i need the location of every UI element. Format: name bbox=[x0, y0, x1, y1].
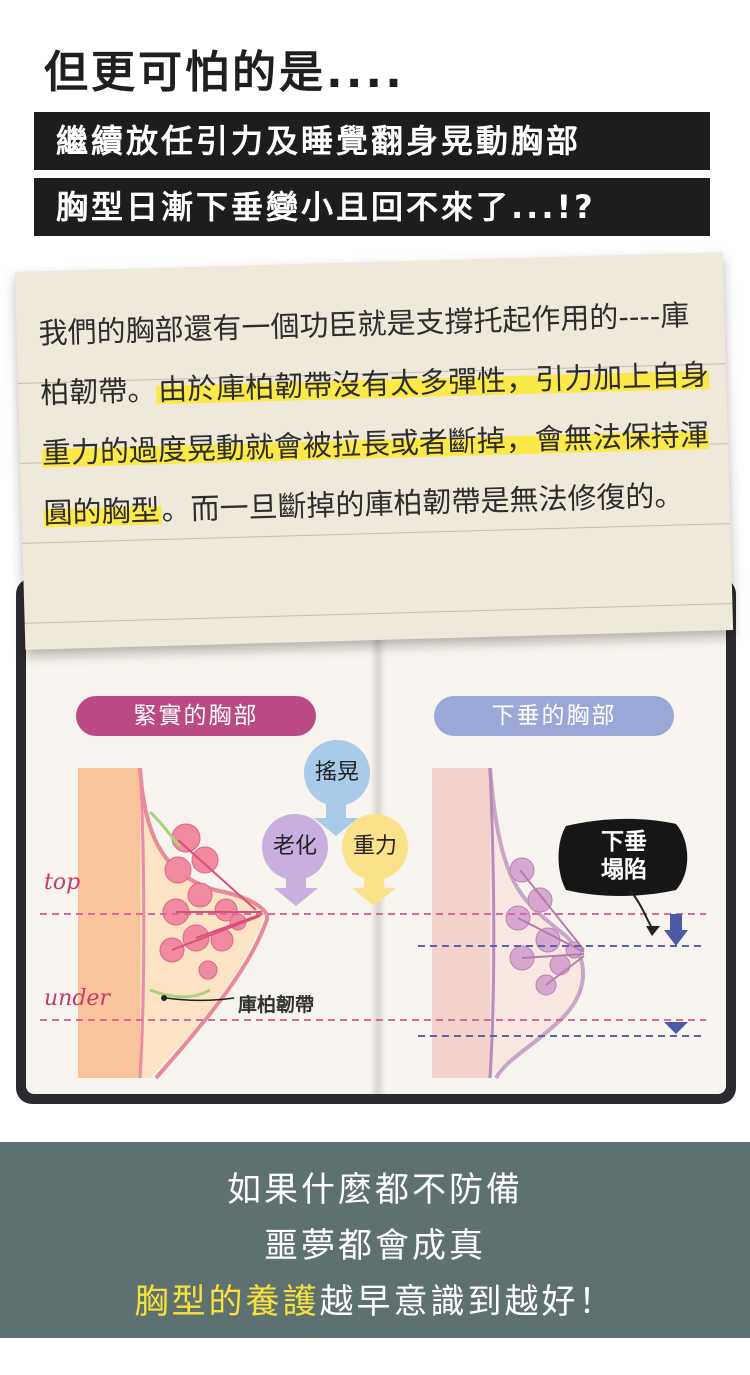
factor-shake-bubble: 搖晃 bbox=[304, 740, 370, 806]
top-line-label: top bbox=[44, 870, 81, 895]
sag-collapse-note: 下垂 塌陷 bbox=[572, 828, 676, 884]
ligament-label: 庫柏韌帶 bbox=[238, 994, 315, 1016]
factor-gravity-bubble: 重力 bbox=[342, 814, 408, 880]
ink-blob bbox=[558, 818, 688, 896]
sagging-breast-illustration bbox=[432, 767, 586, 1080]
sag-note-line-1: 下垂 bbox=[601, 829, 647, 855]
footer-line-3: 胸型的養護越早意識到越好！ bbox=[0, 1274, 750, 1330]
sag-arrow-under bbox=[664, 1022, 688, 1034]
note-text-part-2: 。而一旦斷掉的庫柏韌帶是無法修復的。 bbox=[161, 478, 684, 527]
sag-note-line-2: 塌陷 bbox=[601, 857, 647, 883]
note-text: 我們的胸部還有一個功臣就是支撐托起作用的----庫柏韌帶。由於庫柏韌帶沒有太多彈… bbox=[38, 285, 714, 544]
under-line-label: under bbox=[44, 986, 110, 1011]
firm-breast-label: 緊實的胸部 bbox=[76, 696, 316, 736]
factor-aging-bubble: 老化 bbox=[262, 814, 328, 880]
warning-banner-1: 繼續放任引力及睡覺翻身晃動胸部 bbox=[34, 112, 710, 170]
footer-line-1: 如果什麼都不防備 bbox=[227, 1170, 523, 1210]
firm-breast-illustration bbox=[78, 767, 270, 1080]
explanation-note: 我們的胸部還有一個功臣就是支撐托起作用的----庫柏韌帶。由於庫柏韌帶沒有太多彈… bbox=[14, 252, 734, 650]
footer-line-3-rest: 越早意識到越好！ bbox=[319, 1282, 616, 1322]
footer-line-2: 噩夢都會成真 bbox=[264, 1226, 486, 1266]
warning-banner-2: 胸型日漸下垂變小且回不來了...!? bbox=[34, 178, 710, 236]
page-title: 但更可怕的是.... bbox=[44, 47, 405, 98]
sagging-breast-label: 下垂的胸部 bbox=[434, 696, 674, 736]
footer-highlight: 胸型的養護 bbox=[134, 1282, 320, 1322]
footer-banner: 如果什麼都不防備 噩夢都會成真 胸型的養護越早意識到越好！ bbox=[0, 1142, 750, 1338]
sag-arrow-top bbox=[664, 914, 688, 946]
